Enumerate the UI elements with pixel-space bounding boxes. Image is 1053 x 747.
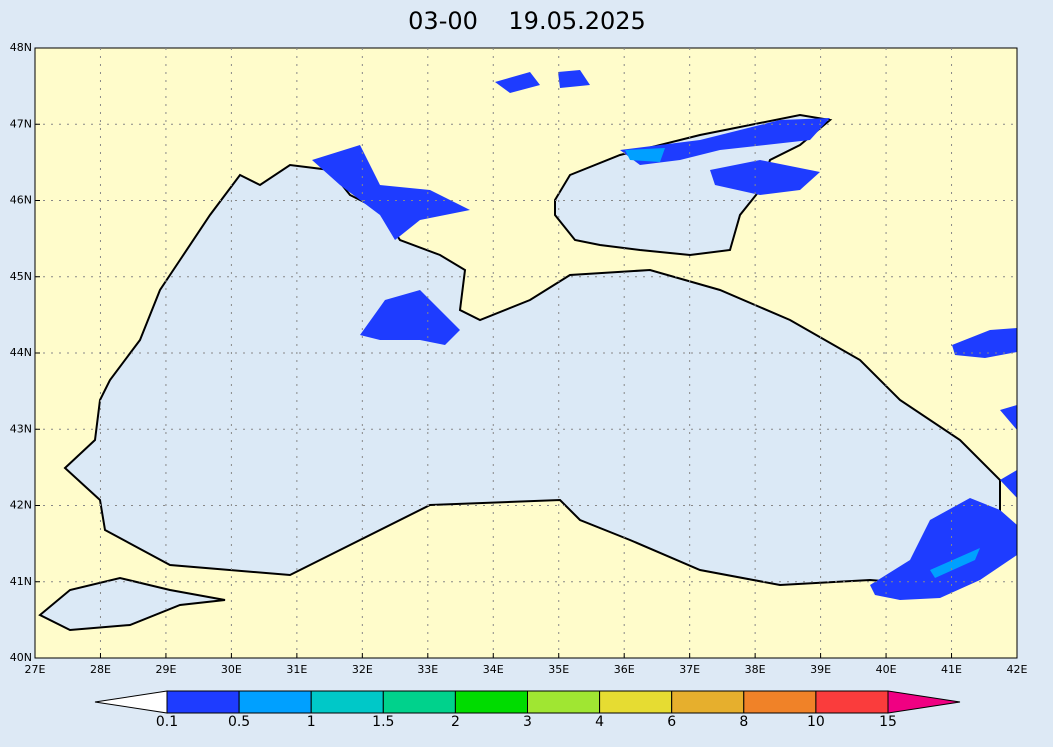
lat-label: 45N [10, 270, 32, 283]
colorbar-box [238, 690, 312, 714]
colorbar-box [527, 690, 601, 714]
colorbar-label: 3 [523, 714, 532, 730]
colorbar-label: 1.5 [372, 714, 394, 730]
lat-label: 46N [10, 194, 32, 207]
lon-label: 39E [810, 663, 831, 676]
lon-label: 30E [221, 663, 242, 676]
colorbar-label: 0.1 [156, 714, 178, 730]
lon-label: 40E [876, 663, 897, 676]
lon-label: 29E [155, 663, 176, 676]
colorbar-box [815, 690, 889, 714]
colorbar-box [671, 690, 745, 714]
lon-label: 28E [90, 663, 111, 676]
colorbar-box [382, 690, 456, 714]
precip-area [870, 498, 1017, 600]
precip-area [952, 328, 1017, 358]
precip-area [1000, 405, 1017, 498]
colorbar-label: 4 [595, 714, 604, 730]
colorbar-label: 8 [739, 714, 748, 730]
lat-label: 47N [10, 117, 32, 130]
precip-area [710, 160, 820, 195]
colorbar-label: 1 [307, 714, 316, 730]
colorbar-end [887, 690, 961, 714]
colorbar-label: 10 [807, 714, 825, 730]
lon-label: 33E [417, 663, 438, 676]
lon-label: 32E [352, 663, 373, 676]
lon-label: 41E [941, 663, 962, 676]
lon-label: 37E [679, 663, 700, 676]
lat-label: 40N [10, 651, 32, 664]
colorbar-box [166, 690, 240, 714]
lon-label: 31E [286, 663, 307, 676]
black-sea [63, 163, 1001, 587]
precip-area [495, 70, 590, 93]
lat-label: 44N [10, 346, 32, 359]
colorbar-label: 6 [667, 714, 676, 730]
lon-label: 35E [548, 663, 569, 676]
map-title: 03-00 19.05.2025 [408, 7, 646, 35]
map [34, 47, 1018, 659]
lon-label: 36E [614, 663, 635, 676]
lon-label: 42E [1007, 663, 1028, 676]
precip-area [620, 118, 830, 165]
colorbar-box [743, 690, 817, 714]
lon-label: 34E [483, 663, 504, 676]
lat-label: 48N [10, 41, 32, 54]
colorbar-box [454, 690, 528, 714]
lat-label: 41N [10, 575, 32, 588]
lon-label: 38E [745, 663, 766, 676]
colorbar-label: 15 [879, 714, 897, 730]
precip-area [360, 290, 460, 345]
sea-of-marmara [38, 576, 226, 632]
lat-label: 42N [10, 499, 32, 512]
lon-label: 27E [25, 663, 46, 676]
colorbar-label: 2 [451, 714, 460, 730]
precipitation [312, 70, 1017, 600]
colorbar-box [310, 690, 384, 714]
colorbar-label: 0.5 [228, 714, 250, 730]
lat-label: 43N [10, 422, 32, 435]
colorbar-box [599, 690, 673, 714]
precip-area [312, 145, 470, 240]
